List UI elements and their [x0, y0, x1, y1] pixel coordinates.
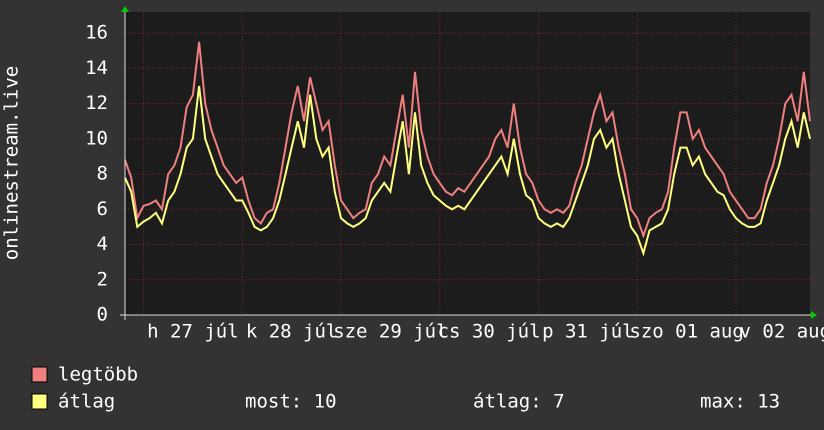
y-tick-label: 12: [85, 92, 108, 114]
stat-label: most: 10: [245, 391, 337, 413]
x-tick-label: szo 01 aug: [629, 321, 743, 343]
legend-swatch: [31, 366, 48, 383]
legend-label: átlag: [58, 391, 115, 413]
y-tick-label: 14: [85, 57, 108, 79]
y-tick-label: 10: [85, 127, 108, 149]
stat-label: átlag: 7: [473, 391, 565, 413]
x-tick-label: p 31 júl: [542, 321, 634, 343]
x-tick-label: v 02 aug: [740, 321, 824, 343]
series-line: [124, 41, 811, 239]
y-tick-label: 8: [97, 163, 108, 185]
y-axis-label: onlinestream.live: [1, 66, 23, 260]
legend-swatch: [31, 393, 48, 410]
x-axis-arrow: [811, 311, 817, 319]
series-line: [124, 85, 811, 257]
y-tick-label: 2: [97, 268, 108, 290]
x-tick-label: cs 30 júl: [438, 321, 541, 343]
y-tick-label: 16: [85, 22, 108, 44]
x-tick-label: k 28 júl: [246, 321, 338, 343]
y-tick-label: 4: [97, 233, 108, 255]
stat-label: max: 13: [700, 391, 780, 413]
y-axis-arrow: [121, 6, 129, 12]
x-tick-label: sze 29 júl: [333, 321, 447, 343]
x-tick-label: h 27 júl: [147, 321, 239, 343]
legend-label: legtöbb: [58, 364, 138, 386]
y-tick-label: 6: [97, 198, 108, 220]
y-tick-label: 0: [97, 304, 108, 326]
plot-area: [125, 12, 810, 315]
